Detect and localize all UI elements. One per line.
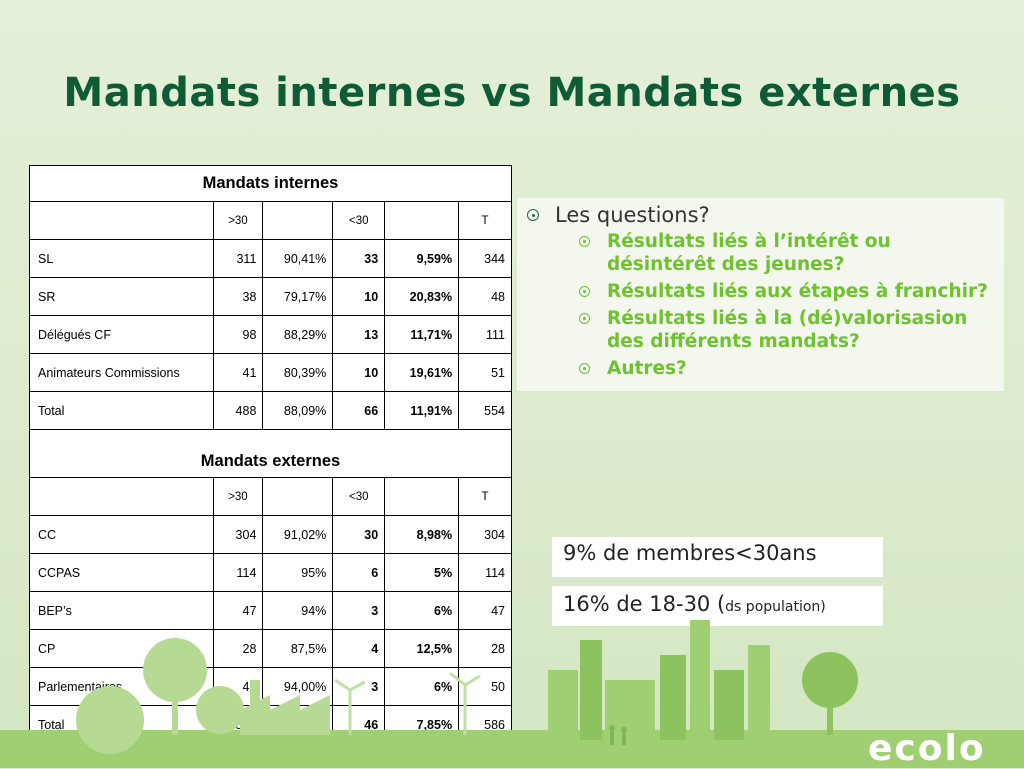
table-cell: 304: [458, 515, 512, 554]
section-heading-row: Mandats externes: [29, 429, 512, 478]
table-cell: SL: [29, 239, 214, 278]
table-row: BEP’s 47 94% 3 6% 47: [29, 591, 512, 630]
table-cell: 94%: [262, 591, 334, 630]
table-cell: 30: [332, 515, 386, 554]
table-row: SL 311 90,41% 33 9,59% 344: [29, 239, 512, 278]
table-row: Total 488 88,09% 66 11,91% 554: [29, 391, 512, 430]
questions-main-item: Les questions?: [527, 202, 994, 228]
table-cell: 51: [458, 353, 512, 392]
table-cell: 66: [332, 391, 386, 430]
table-cell: 95%: [262, 553, 334, 592]
table-cell: 488: [212, 391, 264, 430]
table-cell: 50: [458, 667, 512, 706]
table-cell: Total: [29, 391, 214, 430]
table-cell: 3: [332, 667, 386, 706]
table-cell: 10: [332, 277, 386, 316]
header-cell: <30: [332, 477, 386, 516]
header-cell: [384, 477, 460, 516]
circle-dot-icon: [579, 286, 590, 297]
table-cell: 87,5%: [262, 629, 334, 668]
table-cell: 41: [212, 353, 264, 392]
ecolo-logo: ecolo: [868, 728, 986, 769]
question-item: Résultats liés aux étapes à franchir?: [579, 280, 994, 303]
table-cell: 311: [212, 239, 264, 278]
circle-dot-icon: [579, 236, 590, 247]
header-cell: [29, 201, 214, 240]
table-cell: 19,61%: [384, 353, 460, 392]
landscape-illustration: [0, 620, 1024, 768]
stat-members-under-30: 9% de membres<30ans: [552, 537, 883, 577]
section-heading-row: Mandats internes: [29, 165, 512, 202]
table-cell: CCPAS: [29, 553, 214, 592]
questions-box: Les questions? Résultats liés à l’intérê…: [517, 198, 1004, 391]
header-cell: T: [458, 477, 512, 516]
table-cell: 33: [332, 239, 386, 278]
table-cell: 13: [332, 315, 386, 354]
questions-list: Résultats liés à l’intérêt ou désintérêt…: [527, 230, 994, 380]
header-cell: [262, 477, 334, 516]
table-cell: 12,5%: [384, 629, 460, 668]
table-cell: 28: [458, 629, 512, 668]
circle-dot-icon: [579, 363, 590, 374]
table-cell: 4: [332, 629, 386, 668]
header-row: >30 <30 T: [29, 201, 512, 240]
header-cell: [384, 201, 460, 240]
slide-title: Mandats internes vs Mandats externes: [63, 70, 961, 116]
stat-population-18-30: 16% de 18-30 (ds population): [552, 586, 883, 626]
table-cell: 114: [458, 553, 512, 592]
table-cell: Animateurs Commissions: [29, 353, 214, 392]
table-cell: 6: [332, 553, 386, 592]
table-cell: 3: [332, 591, 386, 630]
section-heading: Mandats internes: [29, 165, 512, 202]
table-row: CCPAS 114 95% 6 5% 114: [29, 553, 512, 592]
table-cell: 114: [212, 553, 264, 592]
table-cell: 9,59%: [384, 239, 460, 278]
question-item: Résultats liés à la (dé)valorisasion des…: [579, 307, 994, 353]
table-row: CC 304 91,02% 30 8,98% 304: [29, 515, 512, 554]
header-cell: T: [458, 201, 512, 240]
table-cell: 91,02%: [262, 515, 334, 554]
table-row: Animateurs Commissions 41 80,39% 10 19,61% 51: [29, 353, 512, 392]
header-cell: [29, 477, 214, 516]
table-cell: 47: [458, 591, 512, 630]
header-cell: <30: [332, 201, 386, 240]
table-cell: 8,98%: [384, 515, 460, 554]
table-cell: 111: [458, 315, 512, 354]
table-cell: SR: [29, 277, 214, 316]
table-cell: 10: [332, 353, 386, 392]
table-row: SR 38 79,17% 10 20,83% 48: [29, 277, 512, 316]
table-cell: 6%: [384, 591, 460, 630]
question-item: Résultats liés à l’intérêt ou désintérêt…: [579, 230, 994, 276]
circle-dot-icon: [527, 209, 539, 221]
table-cell: 38: [212, 277, 264, 316]
header-cell: [262, 201, 334, 240]
table-cell: 554: [458, 391, 512, 430]
header-cell: >30: [212, 477, 264, 516]
table-cell: 304: [212, 515, 264, 554]
table-cell: 11,71%: [384, 315, 460, 354]
table-cell: Délégués CF: [29, 315, 214, 354]
table-cell: CC: [29, 515, 214, 554]
header-row: >30 <30 T: [29, 477, 512, 516]
table-cell: 48: [458, 277, 512, 316]
table-cell: 80,39%: [262, 353, 334, 392]
header-cell: >30: [212, 201, 264, 240]
table-cell: 79,17%: [262, 277, 334, 316]
table-row: Délégués CF 98 88,29% 13 11,71% 111: [29, 315, 512, 354]
circle-dot-icon: [579, 313, 590, 324]
questions-main-label: Les questions?: [555, 203, 710, 227]
table-cell: 6%: [384, 667, 460, 706]
table-cell: BEP’s: [29, 591, 214, 630]
table-cell: 20,83%: [384, 277, 460, 316]
table-cell: 98: [212, 315, 264, 354]
table-cell: 47: [212, 591, 264, 630]
table-cell: 5%: [384, 553, 460, 592]
table-cell: 88,29%: [262, 315, 334, 354]
section-heading: Mandats externes: [29, 429, 512, 478]
table-cell: 90,41%: [262, 239, 334, 278]
table-cell: 344: [458, 239, 512, 278]
table-cell: 11,91%: [384, 391, 460, 430]
question-item: Autres?: [579, 357, 994, 380]
table-cell: 88,09%: [262, 391, 334, 430]
